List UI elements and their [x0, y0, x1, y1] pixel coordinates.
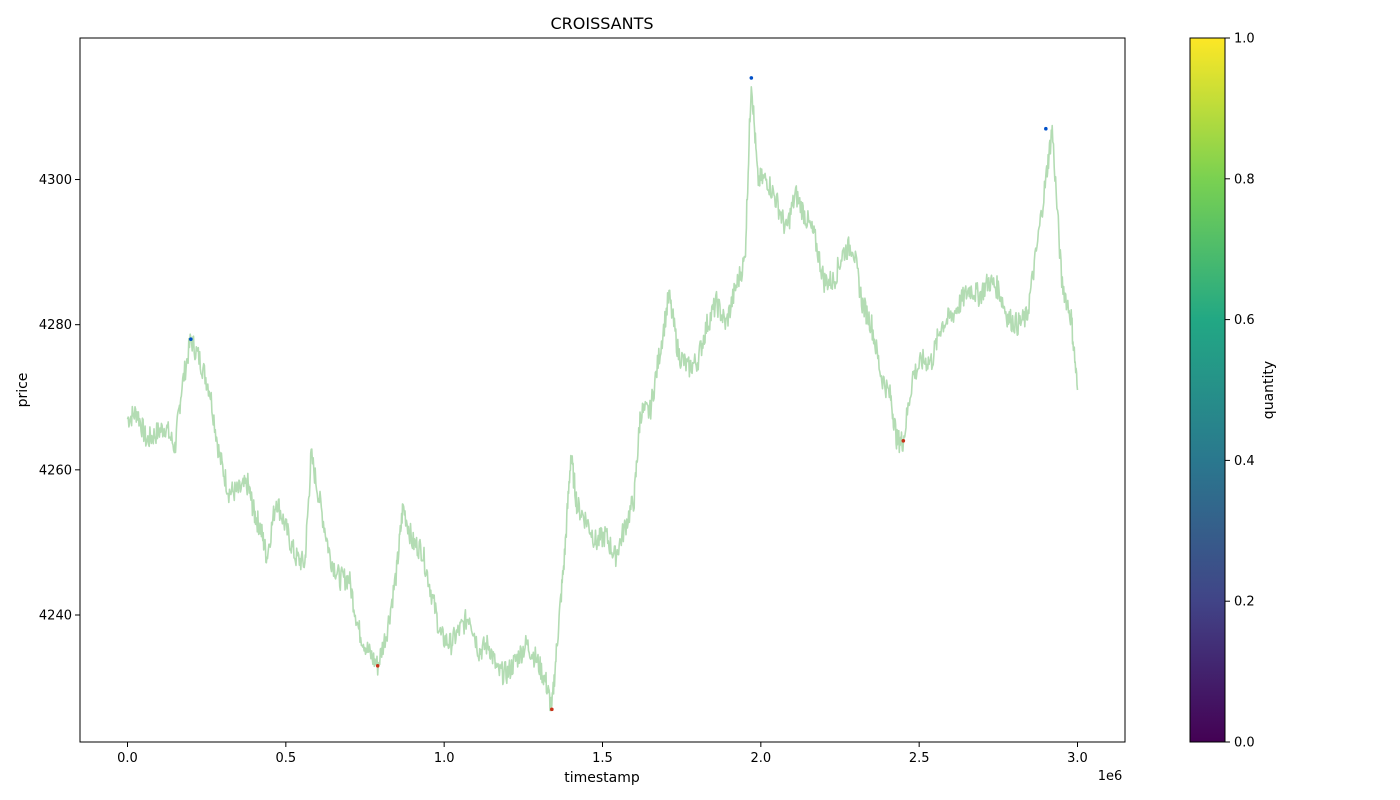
colorbar-tick-label: 0.8: [1234, 172, 1255, 187]
y-tick-label: 4240: [39, 608, 72, 623]
x-axis-offset-label: 1e6: [1098, 769, 1123, 784]
colorbar-label: quantity: [1261, 361, 1277, 419]
marker-layer: [189, 76, 1048, 712]
colorbar-gradient: [1190, 38, 1225, 742]
x-tick-label: 1.0: [434, 751, 455, 766]
x-tick-label: 0.5: [275, 751, 296, 766]
colorbar-tick-label: 1.0: [1234, 32, 1255, 47]
colorbar-tick-label: 0.0: [1234, 736, 1255, 751]
x-tick-label: 2.5: [909, 751, 930, 766]
trade-marker: [1044, 126, 1048, 131]
colorbar-tick-label: 0.6: [1234, 313, 1255, 328]
y-axis-label: price: [15, 373, 31, 408]
colorbar-tick-label: 0.2: [1234, 595, 1255, 610]
colorbar-ticks: 0.0 0.2 0.4 0.6 0.8 1.0: [1225, 32, 1255, 751]
x-axis-ticks: 0.0 0.5 1.0 1.5 2.0 2.5 3.0: [117, 742, 1088, 766]
plot-frame: [79, 37, 1126, 743]
y-tick-label: 4260: [39, 463, 72, 478]
x-tick-label: 0.0: [117, 751, 138, 766]
x-axis-label: timestamp: [564, 770, 640, 786]
series-line: [126, 86, 1079, 712]
trade-marker: [749, 76, 754, 80]
colorbar: 0.0 0.2 0.4 0.6 0.8 1.0 quantity: [1189, 32, 1277, 751]
trade-marker: [550, 707, 554, 712]
colorbar-frame: [1189, 37, 1226, 743]
plot-area: 0.0 0.5 1.0 1.5 2.0 2.5 3.0 4240 4260 4280 4300: [39, 37, 1126, 766]
x-tick-label: 3.0: [1067, 751, 1088, 766]
x-tick-label: 2.0: [750, 751, 771, 766]
trade-marker: [901, 439, 906, 443]
x-tick-label: 1.5: [592, 751, 613, 766]
chart-title: CROISSANTS: [550, 14, 653, 33]
colorbar-tick-label: 0.4: [1234, 454, 1255, 469]
y-axis-ticks: 4240 4260 4280 4300: [39, 173, 80, 623]
y-tick-label: 4280: [39, 318, 72, 333]
trade-marker: [189, 337, 193, 341]
y-tick-label: 4300: [39, 173, 72, 188]
trade-marker: [375, 663, 380, 668]
series-layer: [126, 86, 1079, 712]
